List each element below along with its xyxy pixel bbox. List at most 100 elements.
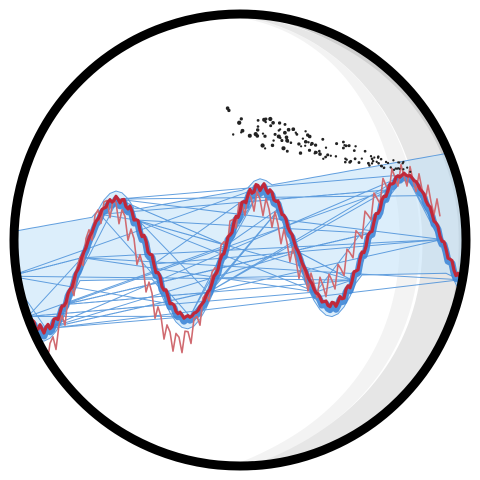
particle-dot xyxy=(379,157,383,161)
particle-dot xyxy=(260,143,265,148)
particle-dot xyxy=(375,160,378,163)
particle-dot xyxy=(286,139,290,143)
particle-dot xyxy=(368,164,371,167)
particle-dot xyxy=(303,139,308,144)
particle-dot xyxy=(329,154,332,157)
particle-dot xyxy=(307,148,312,152)
particle-dot xyxy=(313,143,318,147)
particle-dot xyxy=(247,133,252,138)
particle-dot xyxy=(344,144,348,148)
particle-dot xyxy=(271,121,275,125)
particle-dot xyxy=(406,166,409,169)
particle-dot xyxy=(237,120,242,125)
particle-dot xyxy=(227,108,231,113)
particle-dot xyxy=(263,134,267,138)
particle-dot xyxy=(299,145,303,148)
particle-dot xyxy=(324,146,328,149)
particle-dot xyxy=(301,137,305,140)
particle-dot xyxy=(370,157,374,161)
particle-dot xyxy=(283,130,287,135)
particle-dot xyxy=(289,141,293,144)
particle-dot xyxy=(347,144,351,148)
particle-dot xyxy=(298,151,303,155)
particle-dot xyxy=(309,143,313,147)
particle-dot xyxy=(306,133,310,137)
particle-dot xyxy=(268,116,273,122)
particle-dot xyxy=(370,162,374,165)
sphere-outline xyxy=(9,9,471,471)
particle-dot xyxy=(239,117,243,121)
particle-dot xyxy=(377,155,380,158)
particle-dot xyxy=(256,125,260,128)
particle-dot xyxy=(295,133,299,136)
particle-dot xyxy=(392,168,396,171)
particle-dot xyxy=(232,133,235,136)
particle-dot xyxy=(281,146,286,151)
particle-dot xyxy=(373,156,376,159)
particle-dot xyxy=(322,157,325,160)
particle-dot xyxy=(304,130,307,133)
wavy-curve-icon xyxy=(14,163,466,368)
particle-dot xyxy=(384,160,388,164)
particle-dot xyxy=(272,139,275,142)
particle-dot xyxy=(382,166,385,170)
particle-dot xyxy=(304,144,307,147)
particle-dot xyxy=(256,119,260,122)
particle-dot xyxy=(291,127,296,132)
particle-dot xyxy=(255,134,260,138)
particle-dot xyxy=(284,135,289,140)
particle-dot xyxy=(402,168,405,171)
particle-dot xyxy=(335,142,339,146)
particle-dot xyxy=(276,134,281,139)
particle-dot xyxy=(367,161,370,165)
particle-dot xyxy=(341,140,345,144)
particle-dot xyxy=(394,167,397,170)
particle-dot xyxy=(357,161,361,164)
particle-dot xyxy=(326,153,330,157)
particle-dot xyxy=(360,157,363,160)
particle-dot xyxy=(307,141,310,144)
particle-dot xyxy=(371,159,375,163)
particle-dot xyxy=(318,152,322,156)
particle-dot xyxy=(255,128,260,132)
particle-dot xyxy=(269,124,273,128)
particle-dot xyxy=(277,129,281,132)
particle-dot xyxy=(324,155,327,159)
particle-dot xyxy=(321,137,325,141)
particle-dot xyxy=(285,149,289,153)
particle-dot xyxy=(352,149,356,152)
particle-dot xyxy=(283,122,287,126)
particle-dot xyxy=(240,131,243,134)
particle-dot xyxy=(409,170,412,173)
particle-dot xyxy=(379,164,383,168)
particle-dot xyxy=(314,150,317,153)
particle-dot xyxy=(389,166,392,169)
particle-dot xyxy=(263,147,267,150)
particle-dot xyxy=(280,138,284,143)
particle-dot xyxy=(261,132,265,135)
particle-dot xyxy=(262,117,267,122)
particle-dot xyxy=(270,143,275,148)
particle-cloud-icon xyxy=(225,106,412,173)
particle-dot xyxy=(277,121,282,125)
particle-dot xyxy=(398,167,401,170)
particle-dot xyxy=(344,157,347,160)
particle-dot xyxy=(286,127,291,132)
particle-dot xyxy=(369,155,373,158)
particle-dot xyxy=(397,161,400,164)
particle-dot xyxy=(353,157,357,161)
particle-dot xyxy=(401,162,404,165)
particle-dot xyxy=(318,149,321,153)
particle-dot xyxy=(392,159,395,162)
particle-dot xyxy=(363,149,367,153)
particle-dot xyxy=(349,159,353,163)
particle-dot xyxy=(341,146,345,150)
particle-dot xyxy=(334,155,338,158)
particle-dot xyxy=(386,161,390,165)
particle-dot xyxy=(377,162,380,165)
particle-dot xyxy=(273,132,277,136)
particle-dot xyxy=(297,142,301,146)
particle-dot xyxy=(354,145,357,148)
